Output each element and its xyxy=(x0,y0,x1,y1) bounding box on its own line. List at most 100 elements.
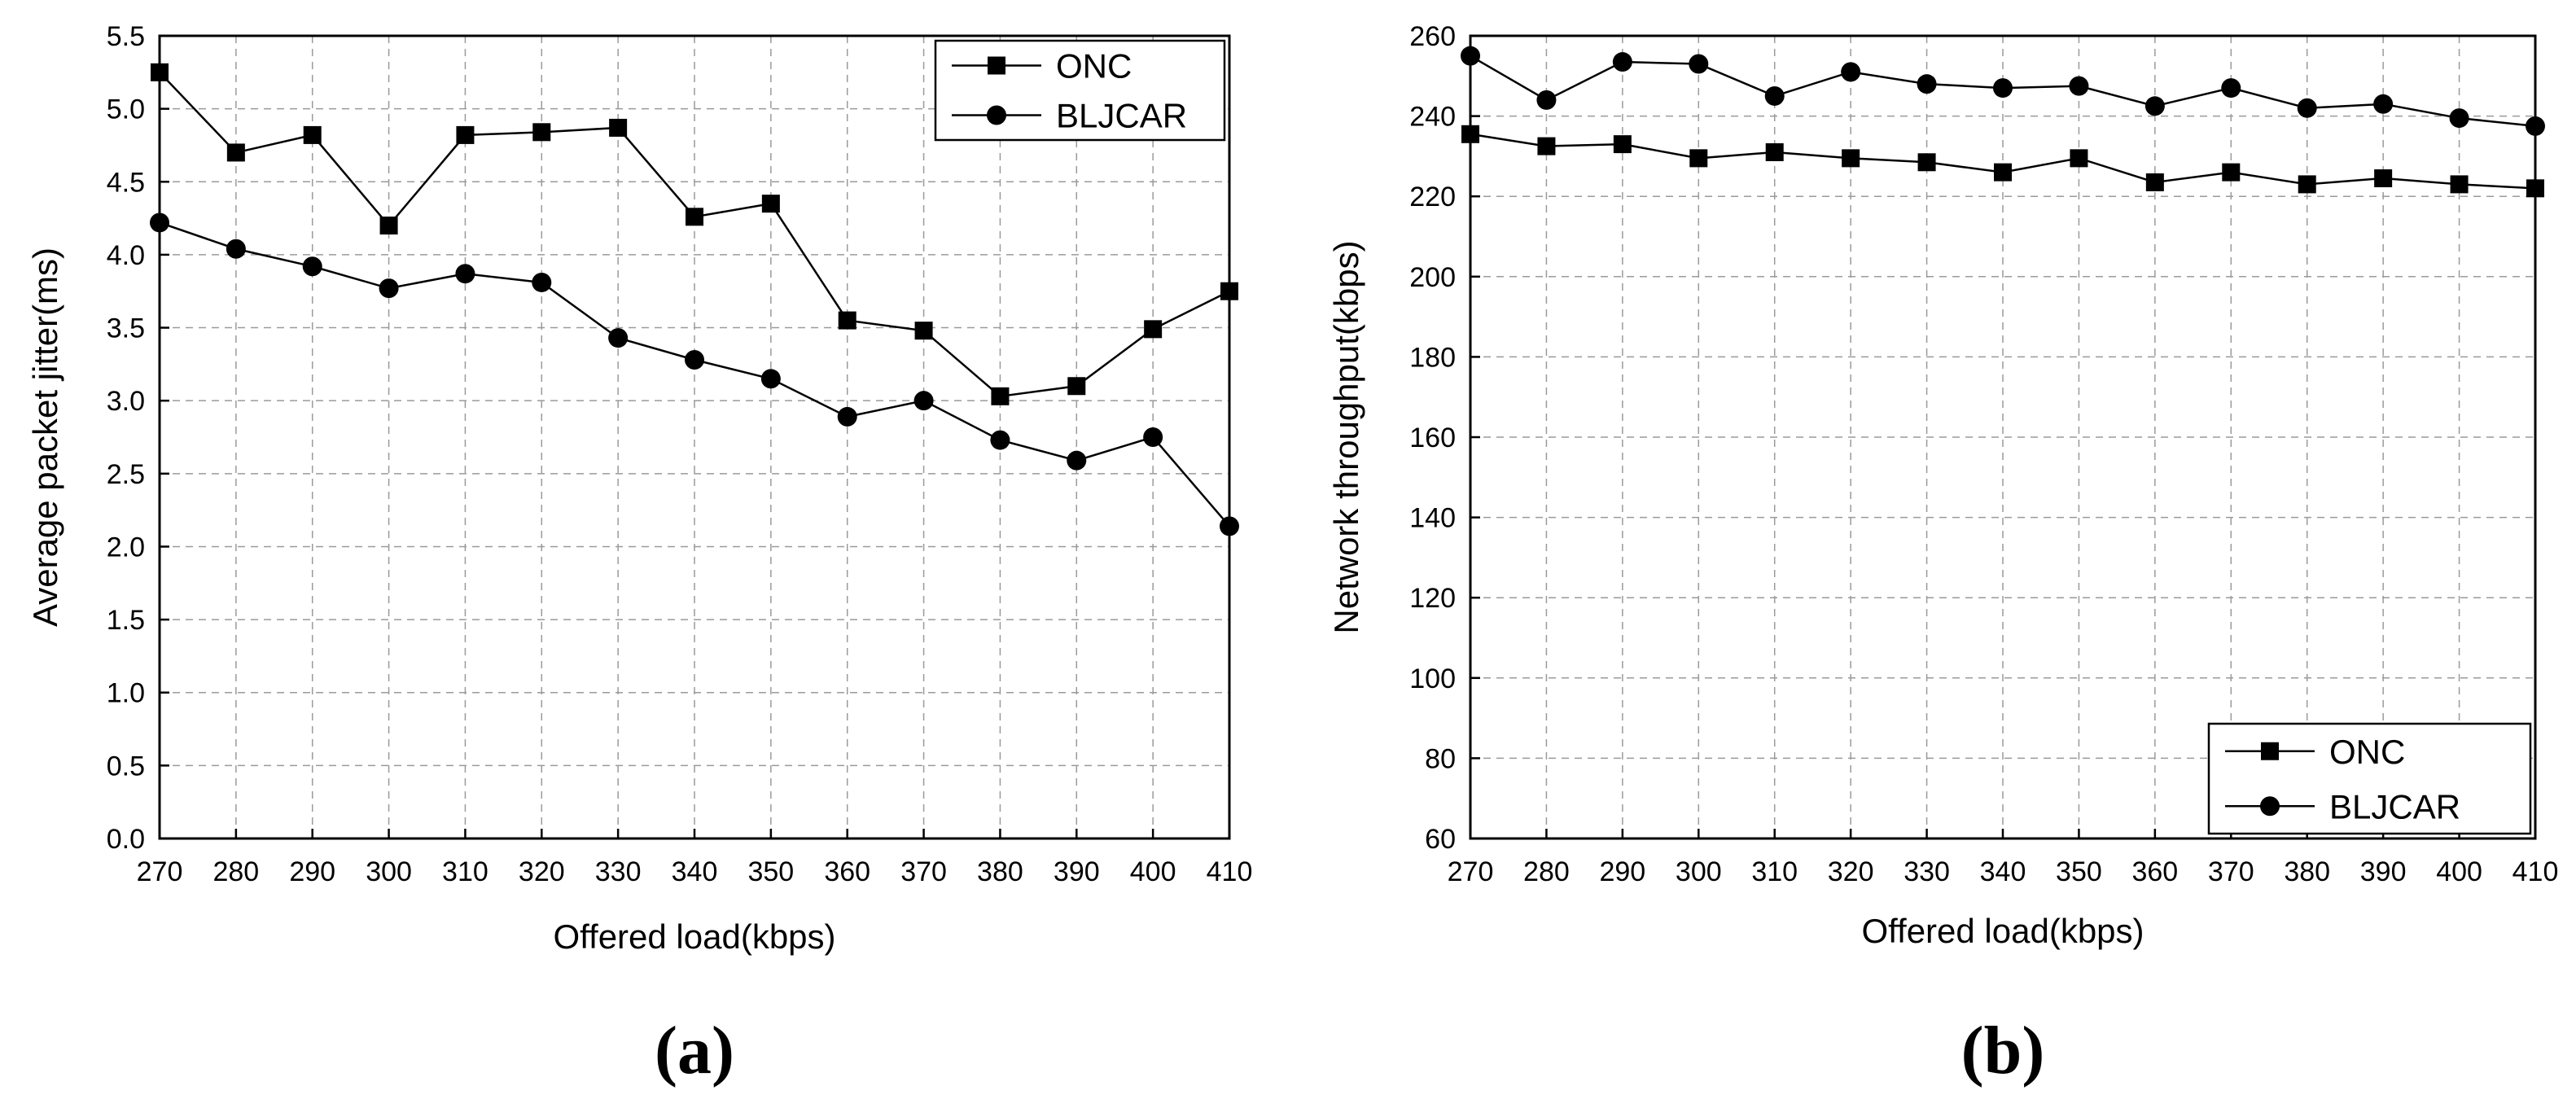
data-point-bljcar xyxy=(1917,74,1937,94)
y-tick-label: 4.5 xyxy=(107,167,145,198)
data-point-bljcar xyxy=(1536,90,1557,110)
data-point-onc xyxy=(151,63,169,81)
data-point-onc xyxy=(761,195,780,213)
legend: ONC BLJCAR xyxy=(2207,722,2532,835)
x-tick-label: 280 xyxy=(1523,856,1570,887)
data-point-onc xyxy=(1842,149,1860,168)
data-point-onc xyxy=(2450,175,2469,194)
x-tick-label: 290 xyxy=(289,856,335,887)
x-tick-label: 410 xyxy=(2512,856,2559,887)
x-axis-title: Offered load(kbps) xyxy=(1861,912,2144,950)
y-tick-label: 5.5 xyxy=(107,21,145,52)
panel-label: (a) xyxy=(655,1013,734,1088)
data-point-onc xyxy=(2526,179,2544,198)
data-point-onc xyxy=(1994,163,2012,182)
x-tick-label: 290 xyxy=(1599,856,1645,887)
x-tick-label: 340 xyxy=(672,856,718,887)
data-point-bljcar xyxy=(2221,78,2241,99)
y-axis-title: Network throughput(kbps) xyxy=(1327,240,1365,633)
data-point-bljcar xyxy=(1461,46,1480,66)
data-point-onc xyxy=(2145,173,2164,191)
y-tick-label: 4.0 xyxy=(107,240,145,271)
x-tick-label: 410 xyxy=(1207,856,1253,887)
x-tick-label: 330 xyxy=(595,856,642,887)
data-point-onc xyxy=(914,322,933,340)
data-point-bljcar xyxy=(2373,94,2394,114)
data-point-onc xyxy=(1917,153,1936,172)
data-point-onc xyxy=(379,217,398,235)
data-point-onc xyxy=(1537,137,1556,155)
data-point-bljcar xyxy=(1841,62,1861,82)
data-point-bljcar xyxy=(837,406,857,427)
data-point-bljcar xyxy=(532,272,552,292)
y-tick-label: 0.0 xyxy=(107,824,145,855)
x-tick-label: 320 xyxy=(519,856,565,887)
data-point-bljcar xyxy=(226,239,246,259)
data-point-onc xyxy=(532,123,551,142)
data-point-bljcar xyxy=(455,264,475,284)
data-point-bljcar xyxy=(379,278,399,299)
x-tick-label: 340 xyxy=(1980,856,2026,887)
y-tick-label: 60 xyxy=(1425,824,1456,855)
data-point-bljcar xyxy=(685,349,704,370)
y-tick-label: 3.5 xyxy=(107,313,145,344)
data-point-onc xyxy=(1765,142,1784,161)
y-tick-label: 140 xyxy=(1409,503,1456,534)
y-tick-label: 3.0 xyxy=(107,386,145,417)
legend-box xyxy=(934,39,1226,142)
legend-label-bljcar: BLJCAR xyxy=(1056,97,1187,135)
data-point-onc xyxy=(2222,163,2241,182)
data-point-onc xyxy=(456,125,475,144)
legend-label-bljcar: BLJCAR xyxy=(2329,787,2460,825)
y-tick-label: 200 xyxy=(1409,262,1456,293)
x-tick-label: 400 xyxy=(1130,856,1176,887)
data-point-bljcar xyxy=(302,256,322,277)
legend: ONC BLJCAR xyxy=(934,39,1226,142)
data-point-bljcar xyxy=(760,369,781,389)
y-tick-label: 1.5 xyxy=(107,605,145,636)
y-tick-label: 120 xyxy=(1409,583,1456,614)
legend-marker-bljcar xyxy=(987,105,1006,125)
x-tick-label: 270 xyxy=(137,856,183,887)
y-tick-label: 0.5 xyxy=(107,751,145,782)
data-point-onc xyxy=(1067,377,1086,396)
data-point-bljcar xyxy=(150,212,169,233)
x-tick-label: 400 xyxy=(2436,856,2482,887)
data-point-bljcar xyxy=(1689,54,1709,74)
legend-marker-onc xyxy=(2261,742,2279,760)
x-tick-label: 370 xyxy=(900,856,947,887)
x-tick-label: 300 xyxy=(1676,856,1722,887)
y-tick-label: 160 xyxy=(1409,423,1456,453)
chart-panel-1: 270 280 290 300 310 320 330 340 350 360 370 380 390 4… xyxy=(26,21,1252,1088)
data-point-onc xyxy=(609,118,628,137)
legend-label-onc: ONC xyxy=(2329,733,2405,771)
data-point-bljcar xyxy=(608,328,629,348)
data-point-onc xyxy=(1144,320,1163,339)
legend-label-onc: ONC xyxy=(1056,47,1132,85)
data-point-onc xyxy=(991,387,1010,405)
x-tick-label: 280 xyxy=(212,856,259,887)
y-tick-label: 220 xyxy=(1409,182,1456,212)
data-point-bljcar xyxy=(990,430,1010,450)
y-tick-label: 1.0 xyxy=(107,678,145,709)
y-tick-label: 260 xyxy=(1409,21,1456,52)
x-tick-label: 330 xyxy=(1904,856,1950,887)
data-point-bljcar xyxy=(1612,52,1632,72)
data-point-bljcar xyxy=(2297,98,2317,118)
data-point-bljcar xyxy=(2449,108,2469,129)
x-axis-title: Offered load(kbps) xyxy=(553,917,835,956)
x-tick-label: 300 xyxy=(366,856,412,887)
chart-panel-2: 270 280 290 300 310 320 330 340 350 360 370 380 390 4… xyxy=(1327,21,2558,1088)
x-tick-label: 360 xyxy=(824,856,870,887)
x-tick-label: 350 xyxy=(747,856,794,887)
y-tick-label: 2.0 xyxy=(107,532,145,563)
data-point-onc xyxy=(1613,135,1632,154)
x-tick-label: 270 xyxy=(1448,856,1494,887)
x-tick-label: 390 xyxy=(2360,856,2407,887)
data-point-bljcar xyxy=(1764,85,1785,106)
x-tick-label: 380 xyxy=(977,856,1023,887)
x-tick-label: 370 xyxy=(2208,856,2254,887)
data-point-bljcar xyxy=(2526,116,2545,136)
y-tick-label: 5.0 xyxy=(107,94,145,125)
